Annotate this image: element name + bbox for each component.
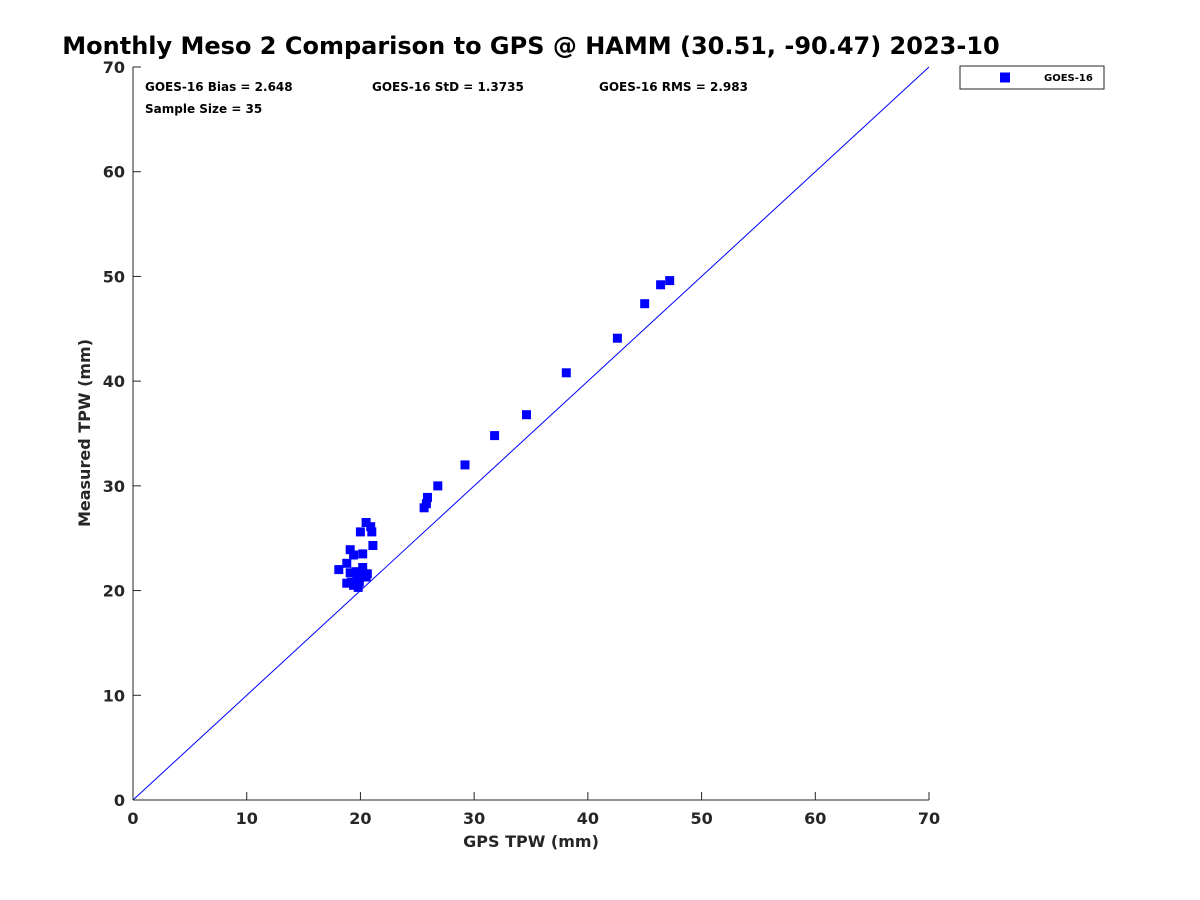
y-tick-label-1: 10 [103,686,125,705]
x-tick-label-4: 40 [577,809,599,828]
data-point-21 [368,541,378,550]
data-point-7 [349,580,359,590]
y-tick-label-6: 60 [103,163,125,182]
x-axis-label: GPS TPW (mm) [463,832,599,851]
data-point-33 [665,276,675,286]
legend-label-goes16: GOES-16 [1044,73,1093,84]
data-point-11 [354,577,364,587]
y-tick-label-2: 20 [103,582,125,601]
data-points-layer [334,276,675,592]
data-point-4 [345,568,355,578]
ticks-layer: 0 10 20 30 40 50 60 70 0 10 20 30 40 50 60 70 [103,58,940,828]
data-point-24 [423,492,432,502]
y-tick-label-5: 50 [103,267,125,286]
rms-stat: GOES-16 RMS = 2.983 [599,80,748,94]
legend-box [959,65,1105,90]
x-tick-label-5: 50 [690,809,712,828]
data-point-10 [353,582,363,592]
x-tick-label-2: 20 [349,809,371,828]
data-point-18 [361,572,371,582]
data-point-27 [490,431,500,441]
one-to-one-line [132,66,930,801]
data-point-0 [334,565,344,575]
data-point-32 [656,280,666,290]
data-point-29 [561,368,571,378]
data-point-31 [640,299,650,309]
x-tick-label-0: 0 [127,809,138,828]
y-tick-label-3: 30 [103,477,125,496]
axes-layer [132,67,929,801]
y-tick-label-7: 70 [103,58,125,77]
legend-marker-goes16 [1000,72,1010,83]
data-point-16 [361,518,371,527]
chart-title: Monthly Meso 2 Comparison to GPS @ HAMM … [62,32,999,60]
data-point-12 [354,568,364,578]
data-point-26 [460,460,470,470]
x-tick-label-1: 10 [236,809,258,828]
data-point-25 [433,481,443,491]
data-point-13 [355,527,365,537]
data-point-1 [342,558,352,568]
data-point-6 [349,550,359,560]
bias-stat: GOES-16 Bias = 2.648 [145,80,293,94]
x-tick-label-7: 70 [918,809,940,828]
std-stat: GOES-16 StD = 1.3735 [372,80,524,94]
y-tick-label-0: 0 [114,791,125,810]
x-tick-label-3: 30 [463,809,485,828]
x-tick-label-6: 60 [804,809,826,828]
data-point-14 [358,549,368,559]
y-tick-label-4: 40 [103,372,125,391]
data-point-23 [421,499,431,509]
data-point-19 [366,522,376,532]
y-axis-label: Measured TPW (mm) [75,339,94,527]
data-point-28 [522,410,531,420]
data-point-15 [358,563,368,572]
data-point-20 [367,527,377,537]
reference-line-layer [132,66,930,801]
legend: GOES-16 [959,65,1105,90]
data-point-3 [345,545,355,555]
data-point-30 [612,333,622,343]
sample-size-stat: Sample Size = 35 [145,102,262,116]
